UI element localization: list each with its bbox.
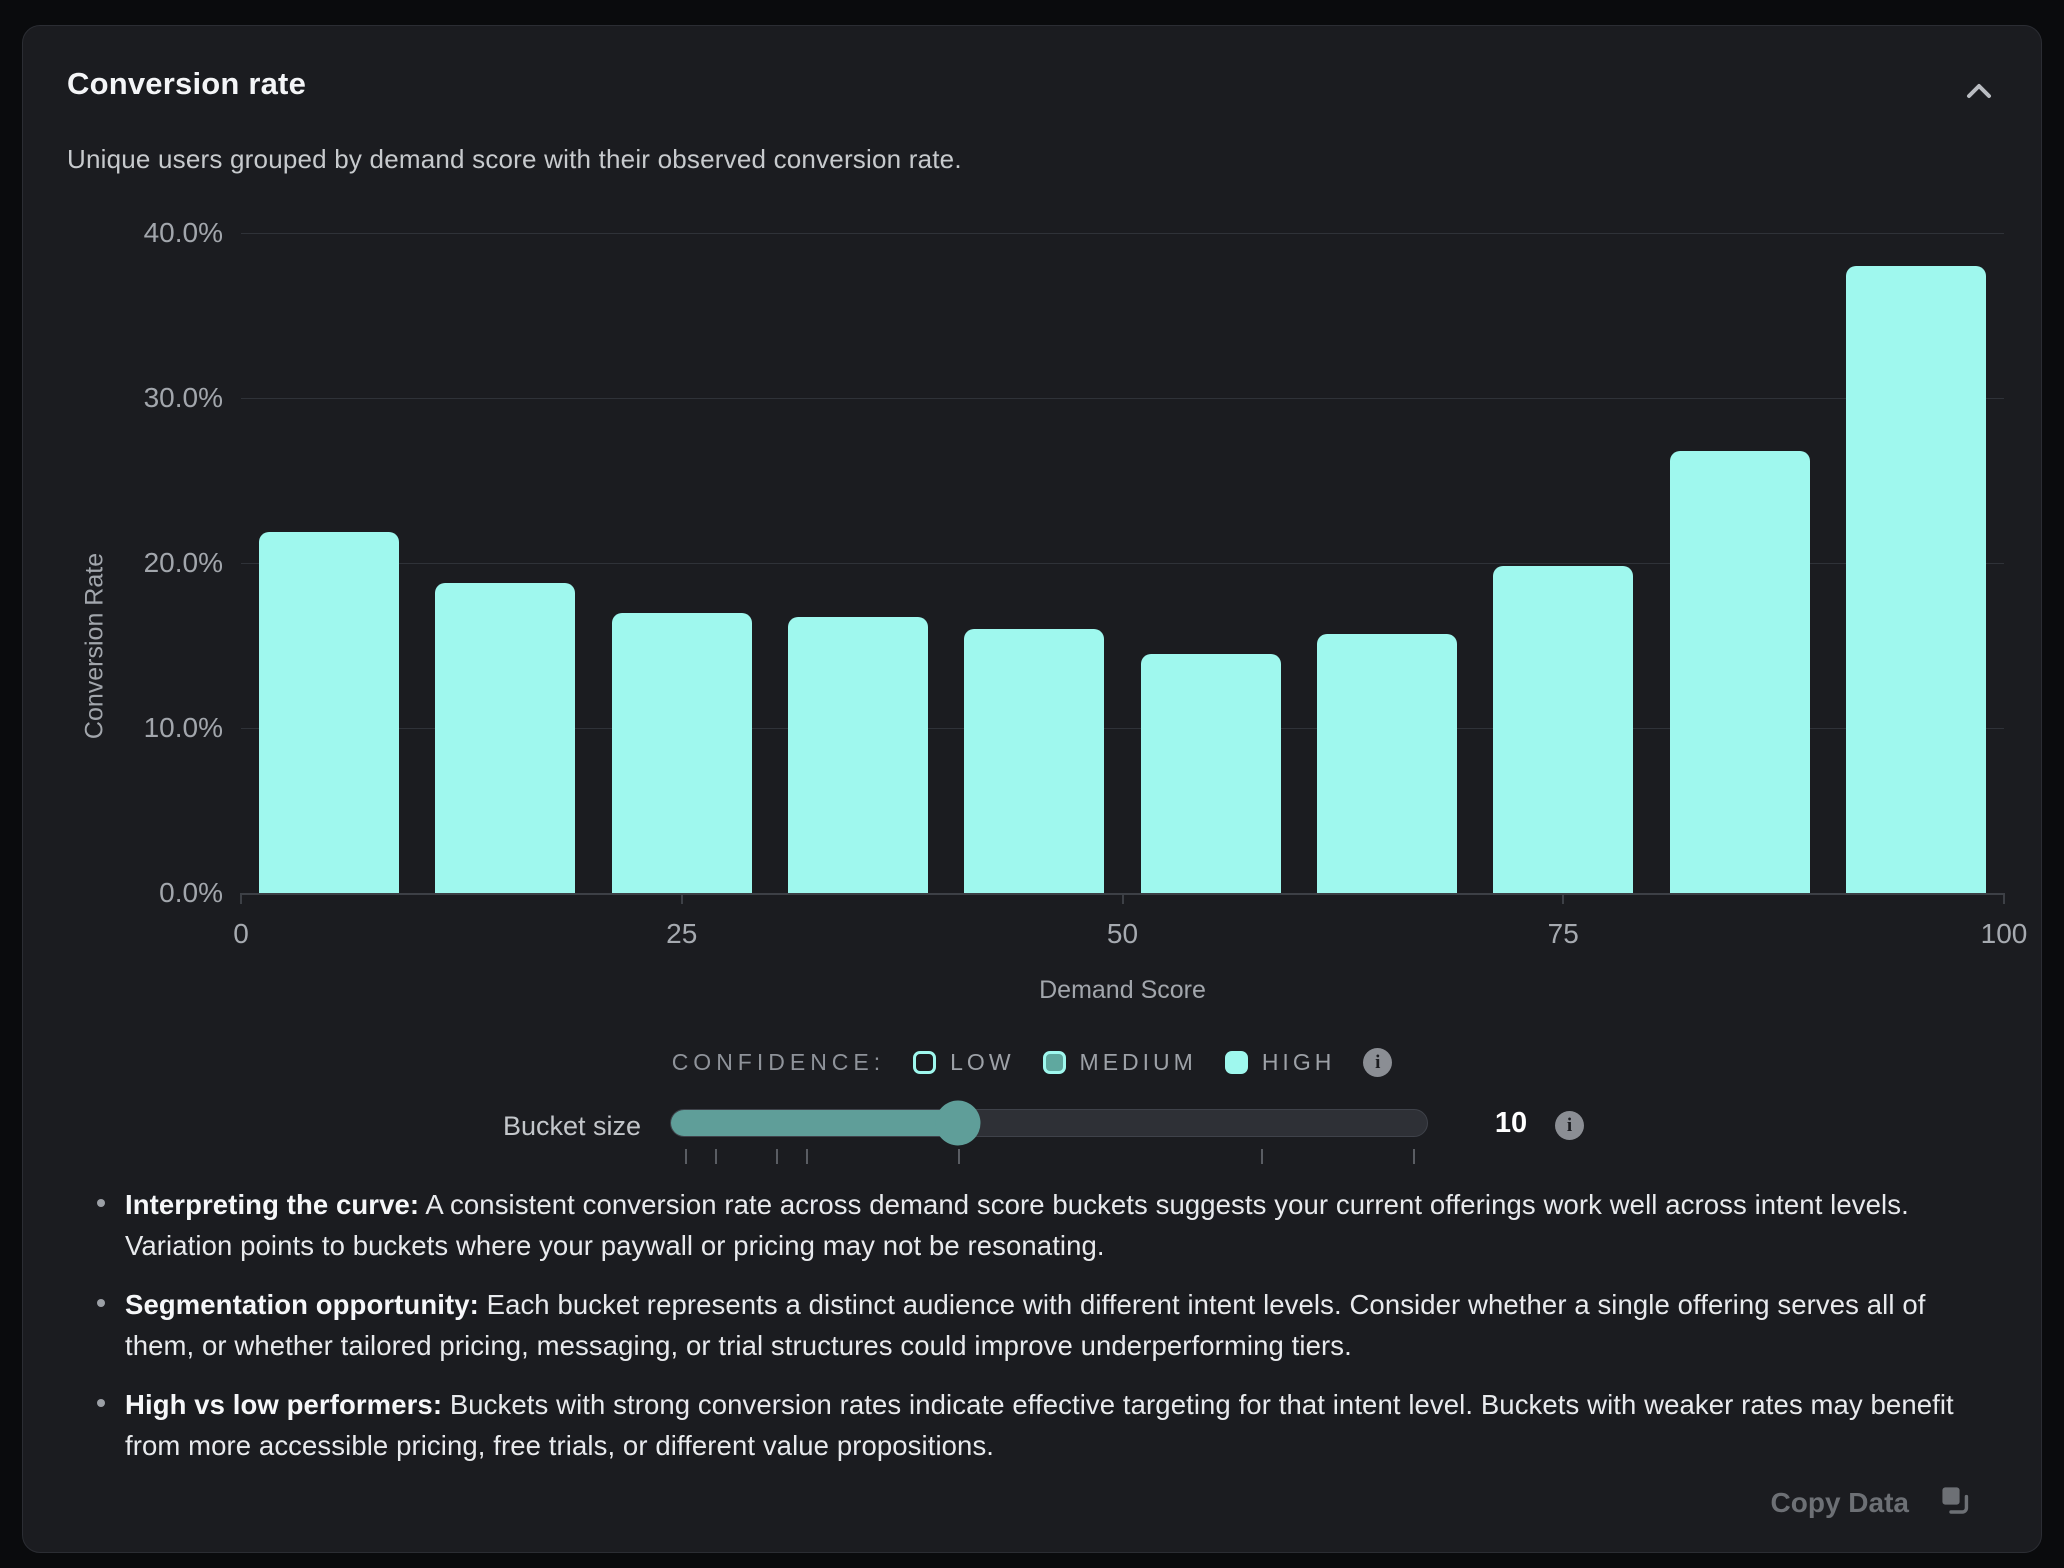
- bar-bucket-50-60[interactable]: [1140, 653, 1281, 893]
- bucket-size-info-icon[interactable]: i: [1555, 1111, 1584, 1140]
- bucket-size-slider[interactable]: [670, 1100, 1428, 1146]
- legend-title: CONFIDENCE:: [671, 1049, 886, 1075]
- gridline: [241, 233, 2004, 234]
- x-axis-title: Demand Score: [1039, 976, 1206, 1004]
- legend-item-low: LOW: [913, 1049, 1014, 1076]
- bar-bucket-60-70[interactable]: [1316, 633, 1457, 893]
- page-title: Conversion rate: [67, 66, 307, 101]
- y-tick-label: 30.0%: [143, 382, 223, 413]
- x-tick-mark: [240, 893, 242, 904]
- bullet-icon: [97, 1299, 105, 1307]
- bullet-icon: [97, 1399, 105, 1407]
- confidence-legend: CONFIDENCE: LOW MEDIUM HIGH i: [23, 1048, 2041, 1077]
- bucket-size-control: Bucket size 10 i: [23, 1091, 2041, 1181]
- high-confidence-swatch-icon: [1224, 1051, 1248, 1074]
- note-item: Segmentation opportunity: Each bucket re…: [97, 1284, 1981, 1366]
- x-tick-label: 100: [1980, 918, 2028, 949]
- bar-bucket-30-40[interactable]: [788, 617, 929, 893]
- x-tick-mark: [1562, 893, 1565, 904]
- x-tick-label: 25: [666, 918, 698, 949]
- bar-bucket-0-10[interactable]: [259, 531, 400, 893]
- y-tick-label: 10.0%: [143, 712, 223, 743]
- y-tick-label: 40.0%: [143, 217, 223, 248]
- x-tick-label: 75: [1547, 918, 1579, 949]
- x-tick-mark: [2003, 893, 2005, 904]
- gridline: [241, 563, 2004, 564]
- gridline: [241, 398, 2004, 399]
- bar-bucket-80-90[interactable]: [1669, 450, 1810, 893]
- copy-icon: [1939, 1484, 1971, 1521]
- x-tick-label: 50: [1106, 918, 1139, 949]
- low-confidence-swatch-icon: [913, 1051, 937, 1074]
- slider-thumb[interactable]: [935, 1100, 981, 1146]
- bar-bucket-40-50[interactable]: [964, 629, 1105, 893]
- legend-item-medium: MEDIUM: [1042, 1049, 1197, 1076]
- conversion-rate-card: Conversion rate Unique users grouped by …: [22, 25, 2042, 1553]
- confidence-info-icon[interactable]: i: [1363, 1048, 1393, 1077]
- slider-tick-mark: [806, 1149, 809, 1164]
- chevron-up-icon: [1960, 76, 1998, 109]
- x-tick-label: 0: [233, 918, 249, 949]
- bar-bucket-90-100[interactable]: [1845, 266, 1986, 893]
- bar-bucket-10-20[interactable]: [435, 582, 576, 893]
- copy-data-button[interactable]: Copy Data: [1771, 1484, 1971, 1521]
- copy-data-label: Copy Data: [1770, 1486, 1909, 1518]
- chart-description: Unique users grouped by demand score wit…: [67, 144, 962, 174]
- slider-tick-mark: [685, 1149, 688, 1164]
- insight-notes: Interpreting the curve: A consistent con…: [97, 1184, 1981, 1484]
- bucket-size-value: 10: [1494, 1107, 1528, 1139]
- bullet-icon: [97, 1199, 105, 1207]
- y-tick-label: 0.0%: [159, 877, 223, 908]
- x-tick-mark: [680, 893, 683, 904]
- gridline: [241, 728, 2004, 729]
- slider-tick-mark: [1412, 1149, 1415, 1164]
- slider-tick-mark: [958, 1149, 961, 1164]
- collapse-button[interactable]: [1957, 74, 2001, 110]
- bar-bucket-70-80[interactable]: [1493, 566, 1634, 893]
- note-item: High vs low performers: Buckets with str…: [97, 1384, 1981, 1466]
- slider-fill: [671, 1110, 959, 1136]
- bucket-size-label: Bucket size: [502, 1111, 641, 1141]
- bar-bucket-20-30[interactable]: [611, 612, 752, 893]
- slider-tick-mark: [1261, 1149, 1264, 1164]
- x-tick-mark: [1121, 893, 1124, 904]
- legend-item-high: HIGH: [1224, 1049, 1336, 1076]
- note-item: Interpreting the curve: A consistent con…: [97, 1184, 1981, 1266]
- y-tick-label: 20.0%: [143, 547, 223, 578]
- medium-confidence-swatch-icon: [1042, 1051, 1066, 1074]
- slider-tick-mark: [715, 1149, 718, 1164]
- bar-chart: Conversion Rate 0.0% 10.0% 20.0% 30.0% 40.0%…: [23, 176, 2041, 1036]
- slider-tick-mark: [776, 1149, 779, 1164]
